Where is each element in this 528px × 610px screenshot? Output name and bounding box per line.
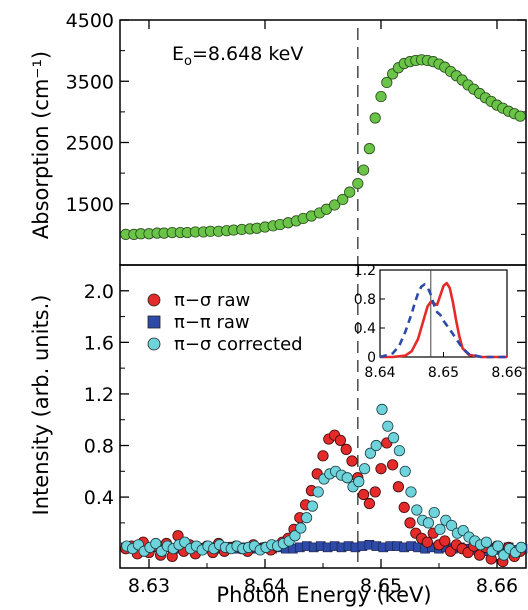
pi-sigma-corrected-point	[306, 500, 318, 512]
pi-sigma-raw-point	[334, 434, 346, 446]
bottom-y-tick-label: 1.6	[84, 332, 114, 354]
top-y-tick-label: 2500	[66, 133, 114, 155]
pi-sigma-corrected-point	[422, 517, 434, 529]
top-y-tick-label: 1500	[66, 194, 114, 216]
pi-sigma-corrected-point	[387, 432, 400, 444]
pi-sigma-raw-point	[421, 536, 433, 548]
pi-sigma-corrected-point	[150, 537, 162, 550]
pi-sigma-corrected-point	[434, 523, 446, 535]
bottom-x-tick-label: 8.63	[128, 575, 170, 597]
legend-marker-pi-sigma-corrected	[147, 337, 161, 351]
absorption-point	[375, 90, 387, 103]
pi-sigma-corrected-point	[300, 512, 313, 524]
absorption-point	[363, 143, 375, 155]
pi-sigma-corrected-point	[399, 465, 411, 477]
edge-energy-annotation: Eo=8.648 keV	[172, 43, 303, 69]
absorption-point	[381, 76, 393, 89]
y-axis-label-intensity: Intensity (arb. units.)	[29, 295, 53, 516]
intensity-panel: 0.4 0.8 1.2 1.6 2.0 8.63 8.64 8.65 8.66	[84, 264, 528, 597]
legend-label-pi-sigma-corrected: π−σ corrected	[174, 334, 303, 355]
pi-sigma-corrected-point	[370, 439, 382, 452]
pi-sigma-corrected-point	[445, 519, 458, 532]
absorption-point	[337, 193, 349, 206]
pi-sigma-corrected-point	[382, 420, 394, 432]
absorption-point	[357, 164, 370, 176]
legend-label-pi-sigma-raw: π−σ raw	[174, 290, 250, 311]
pi-sigma-raw-point	[439, 535, 451, 547]
pi-sigma-corrected-point	[312, 486, 324, 498]
bottom-y-tick-label: 0.4	[84, 487, 114, 509]
pi-sigma-raw-point	[398, 501, 410, 513]
pi-sigma-corrected-point	[515, 541, 527, 553]
pi-sigma-corrected-point	[411, 504, 423, 516]
legend-marker-pi-sigma-raw	[147, 293, 161, 307]
legend-label-pi-pi-raw: π−π raw	[174, 312, 250, 333]
bottom-x-tick-label: 8.64	[244, 575, 286, 597]
pi-sigma-corrected-point	[289, 530, 301, 542]
top-y-tick-label: 3500	[66, 71, 114, 93]
inset-y-tick-label: 1.2	[354, 263, 376, 279]
absorption-point	[328, 199, 341, 211]
pi-sigma-corrected-point	[405, 486, 417, 498]
inset-y-tick-label: 0.8	[354, 292, 376, 308]
bottom-x-tick-label: 8.65	[360, 575, 402, 597]
pi-sigma-raw-point	[386, 459, 399, 471]
pi-sigma-corrected-point	[492, 540, 504, 552]
legend-marker-pi-pi-raw	[147, 315, 161, 329]
pi-sigma-corrected-point	[358, 463, 371, 475]
inset-x-tick-label: 8.64	[364, 365, 395, 381]
absorption-point	[352, 177, 364, 190]
y-axis-label-absorption: Absorption (cm⁻¹)	[29, 51, 53, 239]
bottom-y-tick-label: 1.2	[84, 384, 114, 406]
pi-sigma-raw-point	[404, 517, 416, 529]
pi-sigma-raw-point	[346, 455, 358, 467]
pi-sigma-corrected-point	[480, 536, 492, 548]
pi-sigma-corrected-point	[295, 522, 307, 534]
pi-sigma-corrected-point	[428, 506, 440, 519]
bottom-y-tick-label: 2.0	[84, 281, 114, 303]
pi-sigma-corrected-point	[393, 445, 405, 457]
inset-x-tick-label: 8.66	[491, 365, 522, 381]
inset-panel: 0 0.4 0.8 1.2 8.64 8.65 8.66	[354, 263, 523, 395]
bottom-x-tick-label: 8.66	[476, 575, 518, 597]
top-y-tick-label: 4500	[66, 10, 114, 32]
inset-x-tick-label: 8.65	[428, 365, 459, 381]
pi-sigma-corrected-point	[364, 447, 376, 459]
absorption-point	[514, 110, 526, 122]
pi-sigma-raw-point	[392, 481, 404, 493]
pi-sigma-corrected-point	[376, 403, 388, 416]
x-axis-label: Photon Energy (keV)	[216, 583, 431, 607]
pi-sigma-raw-point	[363, 497, 375, 510]
legend: π−σ raw π−π raw π−σ corrected	[147, 290, 303, 355]
pi-sigma-raw-point	[375, 463, 387, 475]
pi-sigma-corrected-point	[353, 476, 365, 488]
pi-sigma-raw-point	[369, 486, 381, 498]
bottom-y-tick-label: 0.8	[84, 436, 114, 458]
inset-dashed-curve	[379, 283, 507, 359]
pi-sigma-corrected-point	[341, 472, 353, 484]
pi-sigma-raw-point	[357, 488, 370, 501]
absorption-point	[369, 112, 381, 124]
pi-sigma-raw-point	[317, 450, 329, 462]
absorption-panel: 1500 2500 3500 4500	[66, 10, 527, 266]
absorption-point	[344, 186, 356, 198]
pi-sigma-raw-point	[340, 443, 352, 455]
inset-y-tick-label: 0.4	[354, 321, 376, 337]
inset-y-tick-label: 0	[367, 350, 376, 366]
